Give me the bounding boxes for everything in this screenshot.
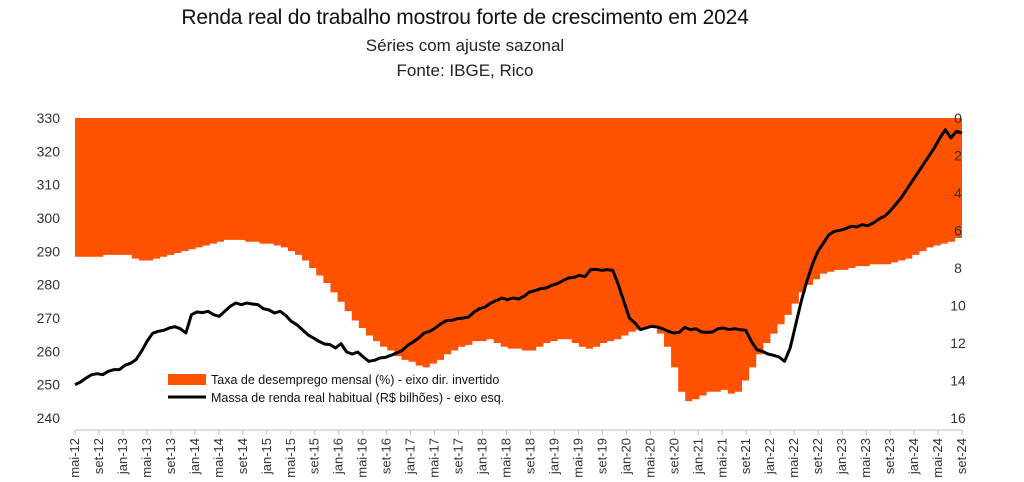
x-tick-label: mai-15 xyxy=(283,438,298,478)
right-tick-label: 16 xyxy=(950,410,966,426)
x-tick-label: mai-14 xyxy=(211,438,226,478)
right-tick-label: 6 xyxy=(954,223,962,239)
x-tick-label: jan-22 xyxy=(762,438,777,475)
x-tick-label: set-17 xyxy=(451,438,466,474)
left-tick-label: 240 xyxy=(37,410,61,426)
right-tick-label: 2 xyxy=(954,148,962,164)
x-tick-label: set-18 xyxy=(522,438,537,474)
x-tick-label: jan-24 xyxy=(906,438,921,475)
right-tick-label: 14 xyxy=(950,373,966,389)
x-tick-label: set-24 xyxy=(954,438,969,474)
income-line xyxy=(74,128,963,387)
x-tick-label: jan-19 xyxy=(546,438,561,475)
right-tick-label: 8 xyxy=(954,260,962,276)
right-tick-label: 10 xyxy=(950,298,966,314)
x-tick-label: mai-23 xyxy=(858,438,873,478)
x-axis: mai-12 set-12 jan-13 mai-13 set-13 jan-14 mai-… xyxy=(67,429,969,478)
x-tick-label: mai-22 xyxy=(786,438,801,478)
left-tick-label: 270 xyxy=(37,310,61,326)
x-tick-label: set-16 xyxy=(379,438,394,474)
x-tick-label: jan-23 xyxy=(834,438,849,475)
x-tick-label: set-20 xyxy=(666,438,681,474)
chart-source: Fonte: IBGE, Rico xyxy=(396,61,534,80)
left-tick-label: 330 xyxy=(37,110,61,126)
x-tick-label: jan-16 xyxy=(331,438,346,475)
left-tick-label: 280 xyxy=(37,277,61,293)
x-tick-label: set-23 xyxy=(882,438,897,474)
left-tick-label: 260 xyxy=(37,343,61,359)
x-tick-label: set-14 xyxy=(235,438,250,474)
x-tick-label: mai-17 xyxy=(427,438,442,478)
x-tick-label: jan-15 xyxy=(259,438,274,475)
legend-area-swatch xyxy=(168,374,206,385)
x-tick-label: mai-21 xyxy=(714,438,729,478)
x-tick-label: mai-20 xyxy=(642,438,657,478)
x-tick-label: mai-12 xyxy=(67,438,82,478)
left-tick-label: 300 xyxy=(37,210,61,226)
right-axis: 0 2 4 6 8 10 12 14 16 xyxy=(950,110,966,426)
x-tick-label: jan-17 xyxy=(403,438,418,475)
legend: Taxa de desemprego mensal (%) - eixo dir… xyxy=(168,373,504,405)
x-tick-label: mai-16 xyxy=(355,438,370,478)
legend-line-label: Massa de renda real habitual (R$ bilhões… xyxy=(211,391,504,405)
x-tick-label: mai-19 xyxy=(570,438,585,478)
x-tick-label: jan-14 xyxy=(187,438,202,475)
chart-title: Renda real do trabalho mostrou forte de … xyxy=(181,6,749,29)
left-tick-label: 290 xyxy=(37,243,61,259)
x-tick-label: jan-18 xyxy=(475,438,490,475)
x-tick-label: set-13 xyxy=(163,438,178,474)
x-tick-label: mai-24 xyxy=(930,438,945,478)
x-tick-label: set-19 xyxy=(594,438,609,474)
right-tick-label: 0 xyxy=(954,110,962,126)
unemployment-area xyxy=(75,118,962,402)
x-tick-label: mai-18 xyxy=(499,438,514,478)
x-tick-label: set-12 xyxy=(91,438,106,474)
x-tick-label: jan-20 xyxy=(618,438,633,475)
legend-area-label: Taxa de desemprego mensal (%) - eixo dir… xyxy=(211,373,499,387)
right-tick-label: 4 xyxy=(954,185,962,201)
x-tick-label: set-21 xyxy=(738,438,753,474)
left-tick-label: 250 xyxy=(37,377,61,393)
x-tick-label: jan-21 xyxy=(690,438,705,475)
right-tick-label: 12 xyxy=(950,335,966,351)
left-tick-label: 320 xyxy=(37,143,61,159)
x-tick-label: mai-13 xyxy=(139,438,154,478)
x-tick-label: jan-13 xyxy=(115,438,130,475)
left-axis: 240 250 260 270 280 290 300 310 320 330 xyxy=(37,110,61,426)
x-tick-label: set-22 xyxy=(810,438,825,474)
left-tick-label: 310 xyxy=(37,177,61,193)
x-tick-label: set-15 xyxy=(307,438,322,474)
chart-subtitle: Séries com ajuste sazonal xyxy=(365,36,565,55)
